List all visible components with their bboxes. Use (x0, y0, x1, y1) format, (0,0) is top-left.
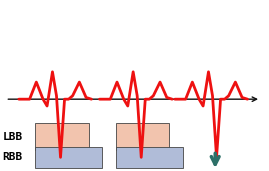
Text: RBB: RBB (3, 152, 23, 162)
Text: LBB: LBB (3, 132, 23, 142)
Bar (116, 147, 183, 168)
Bar (116, 123, 169, 150)
Bar (35, 123, 89, 150)
Bar (35, 147, 102, 168)
